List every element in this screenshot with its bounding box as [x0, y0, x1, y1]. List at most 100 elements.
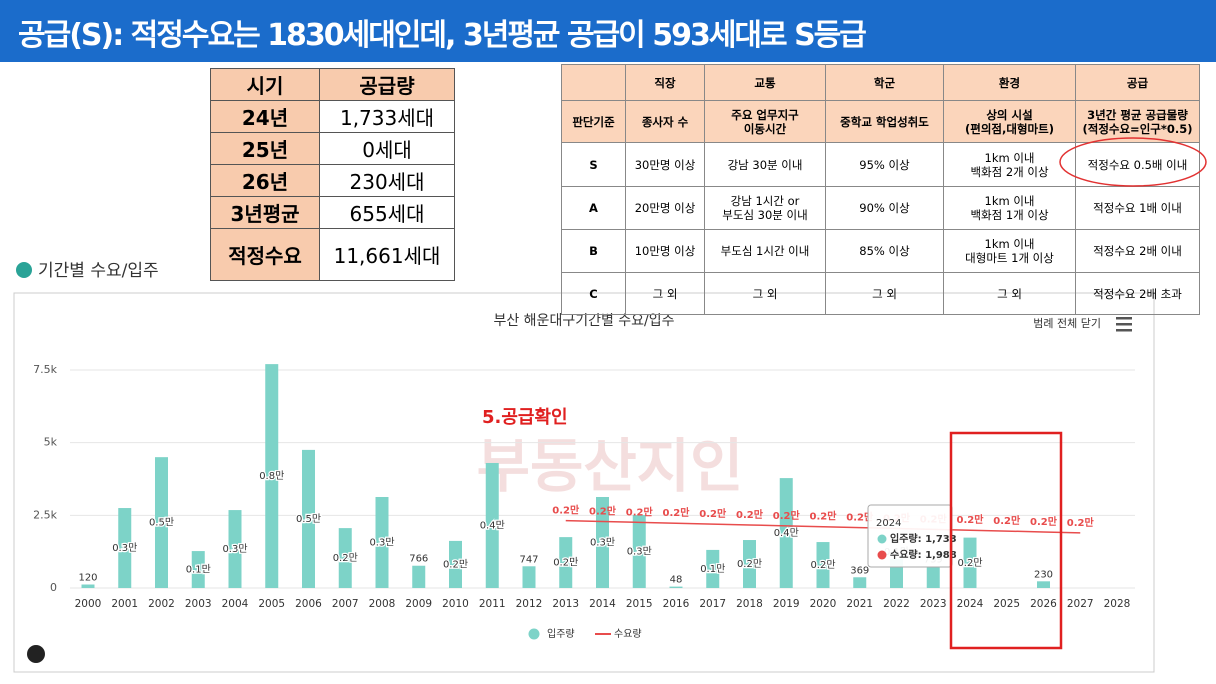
table-cell: 공급량 — [319, 68, 455, 101]
table-cell: 25년 — [210, 132, 320, 165]
bar — [816, 542, 830, 588]
data-label: 0.2만 — [699, 507, 727, 520]
tooltip-item: 수요량: 1,988 — [890, 549, 957, 561]
table-row: 26년 230세대 — [210, 164, 455, 197]
x-tick-label: 2028 — [1104, 598, 1131, 610]
data-label: 0.2만 — [957, 557, 982, 569]
data-label: 0.5만 — [149, 517, 174, 529]
home-icon — [16, 262, 32, 278]
table-row: 3년평균 655세대 — [210, 196, 455, 229]
watermark: 부동산지인 — [477, 432, 744, 500]
data-label: 0.2만 — [333, 552, 358, 564]
data-label: 48 — [670, 575, 683, 586]
data-label: 0.3만 — [222, 543, 247, 555]
x-tick-label: 2014 — [589, 598, 616, 610]
table-cell: 강남 30분 이내 — [704, 142, 826, 187]
data-label: 766 — [409, 554, 428, 565]
table-cell: 1km 이내 대형마트 1개 이상 — [943, 229, 1076, 273]
bar — [669, 586, 683, 588]
table-cell: 그 외 — [704, 272, 826, 315]
table-cell: 30만명 이상 — [625, 142, 705, 187]
x-tick-label: 2024 — [957, 598, 984, 610]
bar — [265, 364, 279, 588]
table-cell: 95% 이상 — [825, 142, 944, 187]
table-cell: 그 외 — [825, 272, 944, 315]
table-cell: 적정수요 0.5배 이내 — [1075, 142, 1200, 187]
x-tick-label: 2000 — [75, 598, 102, 610]
x-tick-label: 2021 — [846, 598, 873, 610]
criteria-table: 직장 교통 학군 환경 공급 판단기준 종사자 수 주요 업무지구 이동시간 중학교 학업성취도… — [561, 64, 1200, 315]
data-label: 747 — [519, 554, 538, 565]
supply-table: 시기 공급량 24년 1,733세대 25년 0세대 26년 230세대 3년평균 655세대 적정… — [210, 68, 455, 281]
data-label: 0.3만 — [369, 536, 394, 548]
table-cell: 11,661세대 — [319, 228, 455, 281]
x-tick-label: 2007 — [332, 598, 359, 610]
table-cell: 학군 — [825, 64, 944, 101]
table-row: S 30만명 이상 강남 30분 이내 95% 이상 1km 이내 백화점 2개 이상 적… — [561, 142, 1200, 187]
table-row: 24년 1,733세대 — [210, 100, 455, 133]
x-tick-label: 2013 — [552, 598, 579, 610]
data-label: 230 — [1034, 569, 1053, 580]
table-cell — [561, 64, 626, 101]
x-tick-label: 2002 — [148, 598, 175, 610]
table-cell: C — [561, 272, 626, 315]
data-label: 0.1만 — [186, 564, 211, 576]
x-tick-label: 2020 — [810, 598, 837, 610]
section-text: 기간별 수요/입주 — [38, 261, 159, 281]
table-row: A 20만명 이상 강남 1시간 or 부도심 30분 이내 90% 이상 1km 이내… — [561, 186, 1200, 230]
x-tick-label: 2016 — [663, 598, 690, 610]
y-tick-label: 2.5k — [33, 508, 57, 521]
table-cell: 부도심 1시간 이내 — [704, 229, 826, 273]
bar — [706, 549, 720, 588]
data-label: 0.3만 — [627, 546, 652, 558]
data-label: 0.8만 — [259, 470, 284, 482]
bar — [559, 537, 573, 588]
data-label: 369 — [850, 565, 869, 576]
table-row: B 10만명 이상 부도심 1시간 이내 85% 이상 1km 이내 대형마트 1개 이… — [561, 229, 1200, 273]
bar — [155, 457, 168, 588]
table-cell: 판단기준 — [561, 100, 626, 143]
x-tick-label: 2026 — [1030, 598, 1057, 610]
menu-icon — [1116, 317, 1132, 320]
data-label: 0.2만 — [773, 509, 801, 522]
data-label: 0.2만 — [737, 558, 762, 570]
legend-label: 입주량 — [547, 627, 575, 640]
x-tick-label: 2004 — [222, 598, 249, 610]
bar — [779, 478, 793, 588]
bar — [485, 462, 499, 588]
bar — [926, 566, 940, 588]
x-tick-label: 2015 — [626, 598, 653, 610]
bar — [338, 528, 352, 588]
menu-icon — [1116, 323, 1132, 326]
table-row: 판단기준 종사자 수 주요 업무지구 이동시간 중학교 학업성취도 상의 시설 (편의점… — [561, 100, 1200, 143]
table-cell: 3년평균 — [210, 196, 320, 229]
y-tick-label: 7.5k — [33, 363, 57, 376]
x-tick-label: 2018 — [736, 598, 763, 610]
table-cell: 그 외 — [943, 272, 1076, 315]
bar — [412, 565, 426, 588]
table-cell: S — [561, 142, 626, 187]
data-label: 0.2만 — [810, 559, 835, 571]
bar — [743, 540, 756, 588]
data-label: 0.2만 — [663, 506, 691, 519]
bar — [191, 551, 205, 588]
x-tick-label: 2001 — [111, 598, 138, 610]
x-tick-label: 2009 — [405, 598, 432, 610]
tooltip-dot — [877, 534, 887, 544]
data-label: 0.2만 — [957, 513, 985, 526]
table-cell: 1km 이내 백화점 1개 이상 — [943, 186, 1076, 230]
data-label: 0.2만 — [552, 504, 580, 517]
data-label: 0.2만 — [443, 558, 468, 570]
data-label: 120 — [78, 573, 97, 584]
section-label: 기간별 수요/입주 — [16, 256, 159, 281]
x-tick-label: 2005 — [258, 598, 285, 610]
data-label: 0.2만 — [846, 511, 874, 524]
table-cell: 1,733세대 — [319, 100, 455, 133]
table-cell: 교통 — [704, 64, 826, 101]
data-label: 0.2만 — [626, 505, 654, 518]
table-cell: 적정수요 1배 이내 — [1075, 186, 1200, 230]
bar — [118, 508, 132, 588]
y-tick-label: 0 — [50, 581, 57, 594]
bar — [449, 540, 462, 588]
